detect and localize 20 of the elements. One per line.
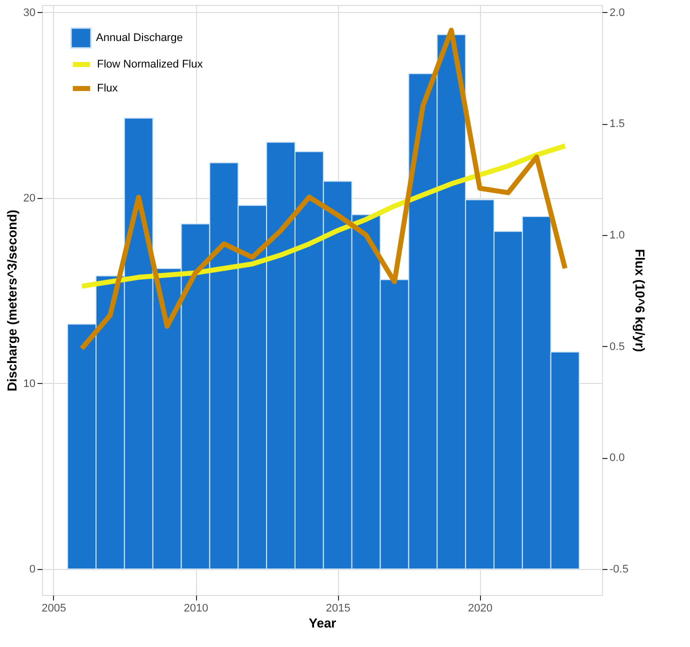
y2-axis-title: Flux (10^6 kg/yr)	[632, 249, 648, 352]
x-axis-title: Year	[308, 616, 336, 630]
y-tick-label: 0	[29, 564, 36, 576]
y2-tick-label: 2.0	[610, 6, 625, 19]
legend-label: Flow Normalized Flux	[97, 58, 204, 70]
y-axis-title: Discharge (meters^3/second)	[4, 210, 20, 392]
y-tick-label: 10	[23, 378, 36, 390]
y2-tick-label: 0.0	[610, 452, 625, 464]
x-tick-label: 2010	[184, 602, 208, 614]
y2-tick-label: 1.0	[610, 229, 625, 242]
legend-label: Annual Discharge	[96, 32, 183, 44]
legend-label: Flux	[97, 82, 118, 94]
y2-tick-label: 0.5	[610, 340, 625, 353]
x-tick-label: 2020	[468, 602, 493, 614]
y2-tick-label: 1.5	[610, 118, 625, 130]
y2-tick-label: -0.5	[610, 563, 628, 576]
y-tick-label: 30	[23, 6, 36, 19]
x-tick-label: 2015	[326, 602, 350, 614]
y-tick-label: 20	[23, 192, 36, 204]
x-tick-label: 2005	[42, 602, 66, 614]
